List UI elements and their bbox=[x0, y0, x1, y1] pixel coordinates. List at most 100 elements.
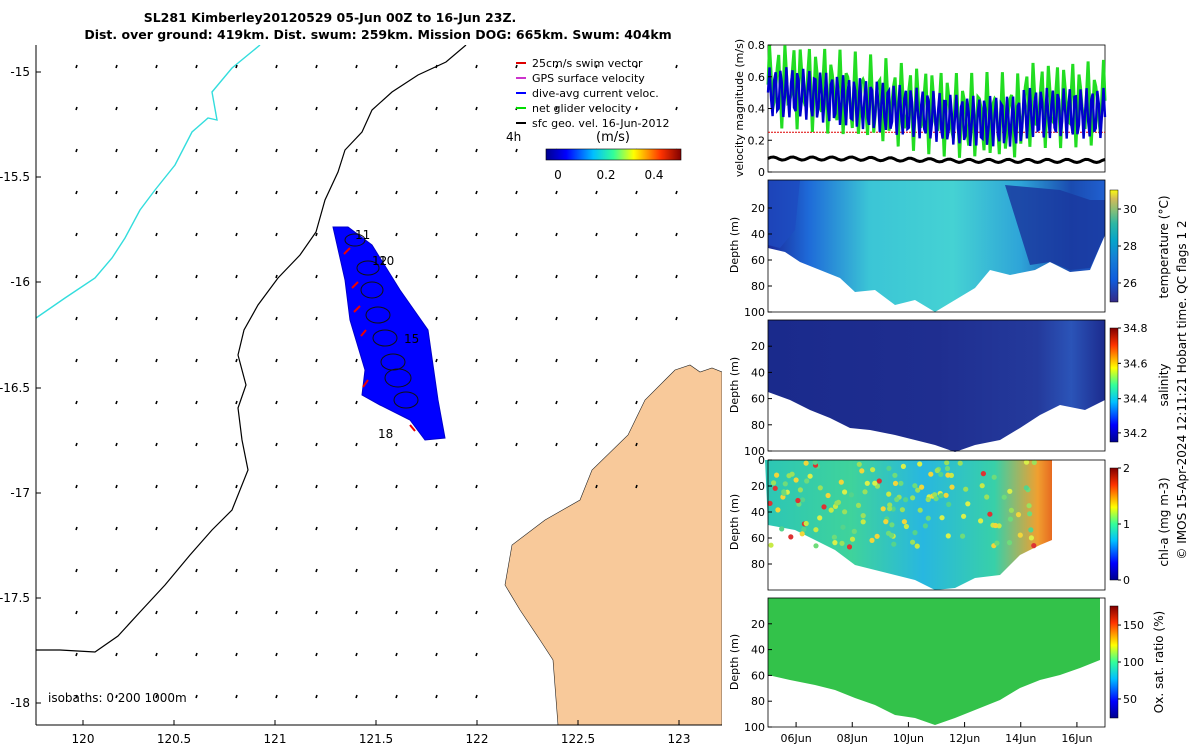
surface-velocity-arrows bbox=[75, 64, 678, 699]
velocity-arrow bbox=[115, 694, 118, 699]
temperature-frame bbox=[767, 179, 1106, 313]
cbar-tick-label: 28 bbox=[1123, 240, 1137, 253]
chl-point bbox=[944, 465, 951, 472]
velocity-arrow bbox=[75, 568, 78, 573]
chl-y-ticks: 0 20 40 60 80 bbox=[751, 454, 772, 571]
velocity-arrow bbox=[275, 232, 278, 237]
chl-point bbox=[781, 489, 787, 495]
chl-point bbox=[825, 492, 831, 499]
velocity-arrow bbox=[275, 190, 278, 195]
velocity-arrow bbox=[395, 64, 398, 69]
velocity-arrow bbox=[195, 652, 198, 657]
velocity-arrow bbox=[595, 106, 598, 111]
day-label: 11 bbox=[355, 228, 370, 242]
velocity-arrow bbox=[275, 652, 278, 657]
velocity-arrow bbox=[555, 274, 558, 279]
velocity-arrow bbox=[675, 316, 678, 321]
chl-colorbar bbox=[1109, 467, 1119, 581]
velocity-arrow bbox=[515, 274, 518, 279]
velocity-arrow bbox=[315, 526, 318, 531]
chl-point bbox=[894, 496, 900, 503]
chl-point bbox=[1006, 540, 1013, 546]
oxygen-colorbar bbox=[1109, 605, 1119, 719]
title-line1: SL281 Kimberley20120529 05-Jun 00Z to 16… bbox=[144, 10, 517, 25]
glider-loops bbox=[344, 233, 419, 409]
cbar-tick-label: 34.8 bbox=[1123, 322, 1148, 335]
velocity-arrow bbox=[355, 358, 358, 363]
chl-point bbox=[912, 530, 918, 536]
velocity-arrow bbox=[395, 232, 398, 237]
chl-point bbox=[886, 465, 892, 471]
chl-point bbox=[919, 484, 925, 490]
chl-point bbox=[987, 511, 993, 517]
chl-point bbox=[804, 478, 810, 484]
chl-point bbox=[1028, 527, 1034, 533]
depth-tick-label: 80 bbox=[751, 558, 765, 571]
chl-point bbox=[812, 459, 818, 465]
velocity-arrow bbox=[515, 358, 518, 363]
depth-tick-label: 100 bbox=[744, 721, 765, 734]
velocity-arrow bbox=[395, 484, 398, 489]
velocity-arrow bbox=[435, 64, 438, 69]
velocity-arrow bbox=[595, 316, 598, 321]
chl-point bbox=[860, 519, 866, 525]
chl-point bbox=[831, 534, 838, 540]
chl-point bbox=[793, 477, 799, 483]
velocity-arrow bbox=[475, 484, 478, 489]
copyright-qc-text: © IMOS 15-Apr-2024 12:11:21 Hobart time.… bbox=[1175, 220, 1189, 559]
chl-point bbox=[939, 515, 945, 521]
velocity-arrow bbox=[275, 568, 278, 573]
cbar-tick-label: 34.6 bbox=[1123, 357, 1148, 370]
velocity-arrow bbox=[515, 316, 518, 321]
velocity-arrow bbox=[155, 274, 158, 279]
chl-point bbox=[813, 527, 819, 533]
cbar-tick-label: 30 bbox=[1123, 203, 1137, 216]
velocity-arrow bbox=[235, 400, 238, 405]
velocity-arrow bbox=[635, 484, 638, 489]
temperature-ylabel: Depth (m) bbox=[728, 217, 741, 273]
salinity-panel: 20 40 60 80 100 Depth (m) 34.2 34.4 34.6 34.8 s… bbox=[728, 319, 1171, 458]
velocity-arrow bbox=[315, 442, 318, 447]
velocity-arrow bbox=[395, 610, 398, 615]
velocity-arrow bbox=[275, 106, 278, 111]
map-x-ticks: 120 120.5 121 121.5 122 122.5 123 bbox=[72, 720, 690, 746]
chl-point bbox=[978, 518, 984, 524]
velocity-arrow bbox=[195, 442, 198, 447]
salinity-y-ticks: 20 40 60 80 100 bbox=[744, 340, 772, 458]
velocity-arrow bbox=[555, 358, 558, 363]
velocity-arrow bbox=[195, 568, 198, 573]
velocity-arrow bbox=[355, 652, 358, 657]
legend-label: 25cm/s swim vector bbox=[532, 57, 643, 70]
time-tick-label: 16Jun bbox=[1061, 732, 1092, 745]
chl-point bbox=[979, 483, 985, 489]
map-x-tick-label: 120 bbox=[72, 732, 95, 746]
chl-frame bbox=[767, 459, 1106, 591]
map-y-tick-label: -15.5 bbox=[0, 170, 30, 184]
velocity-arrow bbox=[435, 484, 438, 489]
velocity-arrow bbox=[115, 64, 118, 69]
velocity-arrow bbox=[315, 400, 318, 405]
velocity-arrow bbox=[475, 526, 478, 531]
velocity-arrow bbox=[155, 484, 158, 489]
velocity-arrow bbox=[275, 400, 278, 405]
velocity-arrow bbox=[315, 610, 318, 615]
velocity-arrow bbox=[635, 64, 638, 69]
oxygen-y-ticks: 20 40 60 80 100 bbox=[744, 618, 772, 734]
velocity-arrow bbox=[235, 526, 238, 531]
chl-point bbox=[840, 524, 846, 530]
oxygen-section bbox=[768, 598, 1100, 725]
oxygen-frame bbox=[767, 597, 1106, 728]
velocity-arrow bbox=[555, 400, 558, 405]
oxygen-ylabel: Depth (m) bbox=[728, 634, 741, 690]
chl-point bbox=[933, 496, 939, 502]
depth-tick-label: 20 bbox=[751, 618, 765, 631]
chl-point bbox=[912, 483, 918, 489]
chl-point bbox=[880, 506, 886, 512]
cbar-tick-label: 34.2 bbox=[1123, 427, 1148, 440]
map-y-tick-label: -16 bbox=[10, 275, 30, 289]
chl-point bbox=[846, 544, 853, 550]
cbar-tick-label: 1 bbox=[1123, 518, 1130, 531]
velocity-arrow bbox=[195, 232, 198, 237]
velocity-arrow bbox=[275, 484, 278, 489]
